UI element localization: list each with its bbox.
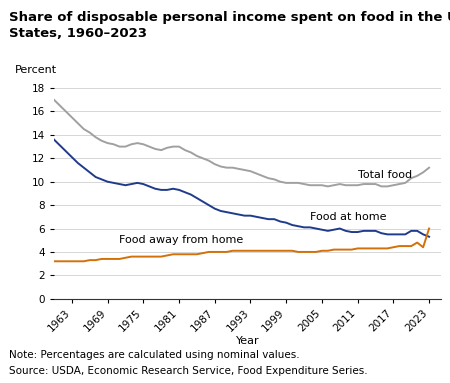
Text: Source: USDA, Economic Research Service, Food Expenditure Series.: Source: USDA, Economic Research Service,… [9, 366, 368, 376]
Text: Food away from home: Food away from home [120, 235, 244, 245]
Text: Total food: Total food [358, 170, 412, 180]
Text: Food at home: Food at home [310, 212, 387, 222]
Text: Note: Percentages are calculated using nominal values.: Note: Percentages are calculated using n… [9, 350, 300, 360]
Text: Share of disposable personal income spent on food in the United
States, 1960–202: Share of disposable personal income spen… [9, 11, 450, 41]
Text: Percent: Percent [15, 65, 58, 75]
X-axis label: Year: Year [236, 336, 259, 346]
